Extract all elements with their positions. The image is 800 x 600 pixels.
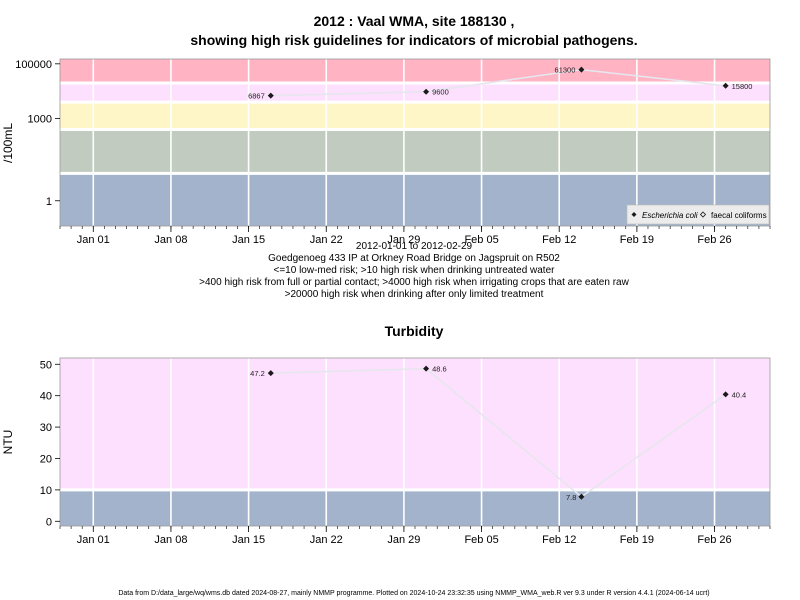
x-tick-label: Feb 12 bbox=[542, 534, 576, 546]
data-point-marker bbox=[578, 66, 585, 73]
risk-band-1 bbox=[60, 489, 770, 526]
x-tick-label: Feb 19 bbox=[620, 234, 654, 246]
data-point-marker bbox=[722, 82, 729, 89]
y-tick-label: 10 bbox=[40, 485, 52, 497]
data-label: 9600 bbox=[432, 88, 449, 97]
legend-marker-ecoli bbox=[631, 212, 637, 217]
risk-band-5 bbox=[60, 59, 770, 83]
top-gridlines bbox=[92, 59, 716, 226]
data-label: 40.4 bbox=[732, 390, 747, 399]
x-tick-label: Jan 08 bbox=[154, 234, 187, 246]
caption-guideline-3: >20000 high risk when drinking after onl… bbox=[285, 289, 544, 300]
x-tick-label: Feb 26 bbox=[697, 234, 731, 246]
x-tick-label: Jan 29 bbox=[387, 234, 420, 246]
y-tick-label: 0 bbox=[46, 516, 52, 528]
data-label: 15800 bbox=[732, 82, 753, 91]
y-tick-label: 100000 bbox=[15, 59, 52, 71]
x-tick-label: Feb 26 bbox=[697, 534, 731, 546]
caption-guideline-1: <=10 low-med risk; >10 high risk when dr… bbox=[274, 265, 556, 276]
caption-guideline-2: >400 high risk from full or partial cont… bbox=[199, 277, 629, 288]
data-point-marker bbox=[578, 493, 585, 500]
chart-title-line-1: 2012 : Vaal WMA, site 188130 , bbox=[314, 13, 515, 29]
x-tick-label: Feb 12 bbox=[542, 234, 576, 246]
y-tick-label: 40 bbox=[40, 391, 52, 403]
risk-band-2 bbox=[60, 129, 770, 174]
x-tick-label: Feb 19 bbox=[620, 534, 654, 546]
caption-site: Goedgenoeg 433 IP at Orkney Road Bridge … bbox=[268, 253, 560, 264]
x-tick-label: Jan 22 bbox=[310, 534, 343, 546]
bottom-x-axis: Jan 01 Jan 08 Jan 15 Jan 22 Jan 29 Feb 05 Feb … bbox=[59, 526, 771, 546]
data-point-marker bbox=[423, 88, 430, 95]
legend-label-ecoli: Escherichia coli bbox=[642, 211, 698, 220]
risk-band-2 bbox=[60, 358, 770, 490]
x-tick-label: Jan 22 bbox=[310, 234, 343, 246]
y-tick-label: 1000 bbox=[28, 114, 52, 126]
x-tick-label: Jan 01 bbox=[77, 234, 110, 246]
legend-marker-faecal bbox=[699, 211, 707, 218]
x-tick-label: Jan 01 bbox=[77, 534, 110, 546]
data-point-marker bbox=[267, 370, 274, 377]
y-tick-label: 30 bbox=[40, 422, 52, 434]
top-y-axis-label: /100mL bbox=[1, 123, 15, 163]
x-tick-label: Jan 15 bbox=[232, 534, 265, 546]
data-label: 7.8 bbox=[566, 493, 576, 502]
data-label: 6867 bbox=[248, 92, 265, 101]
data-point-marker bbox=[423, 365, 430, 372]
x-tick-label: Jan 15 bbox=[232, 234, 265, 246]
data-label: 48.6 bbox=[432, 365, 447, 374]
data-label: 47.2 bbox=[250, 369, 265, 378]
bottom-risk-bands bbox=[60, 358, 770, 526]
turbidity-title: Turbidity bbox=[385, 323, 444, 339]
top-x-axis: Jan 01 Jan 08 Jan 15 Jan 22 Jan 29 Feb 05 Feb … bbox=[59, 226, 771, 246]
bottom-y-axis-label: NTU bbox=[1, 430, 15, 455]
series-line bbox=[270, 68, 726, 97]
legend-label-faecal: faecal coliforms bbox=[711, 211, 767, 220]
bottom-gridlines bbox=[92, 358, 716, 526]
x-tick-label: Jan 08 bbox=[154, 534, 187, 546]
top-legend: Escherichia coli faecal coliforms bbox=[626, 204, 770, 225]
y-tick-label: 20 bbox=[40, 453, 52, 465]
data-point-marker bbox=[722, 391, 729, 398]
top-series-ecoli: 6867 9600 61300 15800 bbox=[248, 66, 752, 101]
data-point-marker bbox=[267, 92, 274, 99]
bottom-y-axis: 0 10 20 30 40 50 bbox=[40, 359, 60, 528]
x-tick-label: Feb 05 bbox=[464, 234, 498, 246]
caption-date-range: 2012-01-01 to 2012-02-29 bbox=[356, 241, 473, 252]
y-tick-label: 50 bbox=[40, 359, 52, 371]
x-tick-label: Jan 29 bbox=[387, 534, 420, 546]
x-tick-label: Feb 05 bbox=[464, 534, 498, 546]
chart-title-line-2: showing high risk guidelines for indicat… bbox=[190, 32, 637, 48]
top-risk-bands bbox=[60, 59, 770, 226]
data-label: 61300 bbox=[555, 66, 576, 75]
risk-band-3 bbox=[60, 102, 770, 130]
footer-note: Data from D:/data_large/wq/wms.db dated … bbox=[118, 590, 709, 597]
legend-box bbox=[626, 204, 770, 225]
series-line bbox=[270, 367, 727, 498]
top-y-axis: 1 1000 100000 bbox=[15, 59, 60, 208]
bottom-series-turbidity: 47.2 48.6 7.8 40.4 bbox=[250, 365, 746, 502]
y-tick-label: 1 bbox=[46, 196, 52, 208]
top-caption: 2012-01-01 to 2012-02-29 Goedgenoeg 433 … bbox=[199, 241, 629, 300]
